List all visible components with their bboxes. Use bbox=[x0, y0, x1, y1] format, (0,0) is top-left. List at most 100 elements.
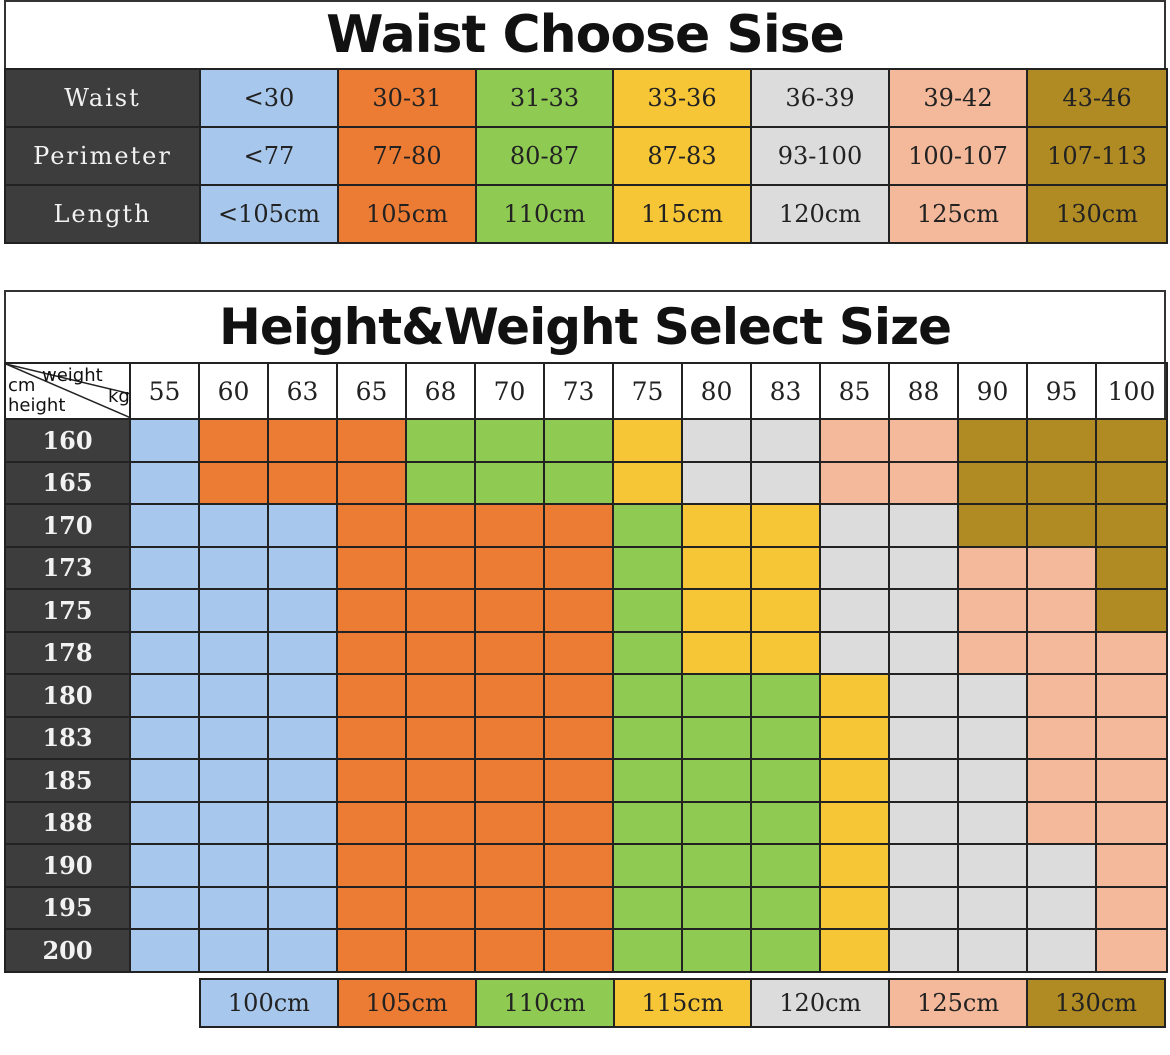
height-row: 178 bbox=[4, 630, 1168, 675]
legend-length-cell: 110cm bbox=[474, 978, 615, 1028]
size-color-cell bbox=[405, 843, 476, 888]
size-color-cell bbox=[819, 715, 890, 760]
size-color-cell bbox=[336, 715, 407, 760]
size-color-cell bbox=[129, 588, 200, 633]
legend-length-cell: 120cm bbox=[750, 978, 891, 1028]
waist-size-cell: 100-107 bbox=[888, 126, 1028, 186]
weight-column-header: 90 bbox=[957, 362, 1028, 420]
size-color-cell bbox=[1026, 800, 1097, 845]
waist-size-cell: 31-33 bbox=[475, 68, 614, 128]
corner-weight-label: weight bbox=[42, 365, 103, 386]
size-color-cell bbox=[888, 460, 959, 505]
size-color-cell bbox=[612, 460, 683, 505]
size-color-cell bbox=[336, 588, 407, 633]
size-color-cell bbox=[750, 758, 821, 803]
weight-column-header: 60 bbox=[198, 362, 269, 420]
size-color-cell bbox=[819, 843, 890, 888]
size-color-cell bbox=[750, 460, 821, 505]
size-color-cell bbox=[129, 800, 200, 845]
height-row: 173 bbox=[4, 545, 1168, 590]
size-color-cell bbox=[543, 630, 614, 675]
size-color-cell bbox=[405, 460, 476, 505]
size-color-cell bbox=[888, 928, 959, 973]
size-color-cell bbox=[888, 588, 959, 633]
height-row: 180 bbox=[4, 673, 1168, 718]
waist-size-cell: <30 bbox=[199, 68, 339, 128]
corner-kg-label: kg bbox=[108, 386, 130, 407]
size-color-cell bbox=[888, 418, 959, 463]
size-color-cell bbox=[543, 843, 614, 888]
size-color-cell bbox=[819, 588, 890, 633]
size-color-cell bbox=[612, 588, 683, 633]
height-row-header: 173 bbox=[4, 545, 131, 590]
weight-column-header: 73 bbox=[543, 362, 614, 420]
height-row-header: 180 bbox=[4, 673, 131, 718]
size-color-cell bbox=[750, 715, 821, 760]
legend-length-cell: 125cm bbox=[888, 978, 1029, 1028]
height-row: 195 bbox=[4, 885, 1168, 930]
size-color-cell bbox=[750, 928, 821, 973]
height-row-header: 195 bbox=[4, 885, 131, 930]
size-color-cell bbox=[336, 673, 407, 718]
waist-size-cell: 77-80 bbox=[337, 126, 477, 186]
size-color-cell bbox=[1095, 758, 1168, 803]
waist-size-cell: 43-46 bbox=[1026, 68, 1168, 128]
size-color-cell bbox=[129, 928, 200, 973]
size-color-cell bbox=[336, 418, 407, 463]
size-color-cell bbox=[1026, 545, 1097, 590]
size-color-cell bbox=[267, 588, 338, 633]
size-color-cell bbox=[750, 588, 821, 633]
height-row-header: 183 bbox=[4, 715, 131, 760]
size-color-cell bbox=[681, 545, 752, 590]
size-color-cell bbox=[681, 588, 752, 633]
size-color-cell bbox=[129, 843, 200, 888]
waist-size-cell: 125cm bbox=[888, 184, 1028, 244]
size-color-cell bbox=[888, 758, 959, 803]
size-color-cell bbox=[543, 715, 614, 760]
length-legend: 100cm 105cm 110cm 115cm 120cm 125cm 130cm bbox=[199, 978, 1166, 1028]
size-color-cell bbox=[957, 588, 1028, 633]
size-color-cell bbox=[957, 503, 1028, 548]
size-color-cell bbox=[1026, 673, 1097, 718]
size-color-cell bbox=[1026, 418, 1097, 463]
size-color-cell bbox=[888, 503, 959, 548]
size-color-cell bbox=[405, 503, 476, 548]
size-color-cell bbox=[1026, 460, 1097, 505]
size-color-cell bbox=[198, 503, 269, 548]
size-color-cell bbox=[612, 673, 683, 718]
size-color-cell bbox=[888, 630, 959, 675]
size-color-cell bbox=[612, 630, 683, 675]
size-color-cell bbox=[336, 758, 407, 803]
size-color-cell bbox=[1026, 843, 1097, 888]
size-color-cell bbox=[267, 630, 338, 675]
corner-height-label: height bbox=[8, 395, 66, 416]
size-color-cell bbox=[1095, 588, 1168, 633]
size-color-cell bbox=[957, 630, 1028, 675]
size-color-cell bbox=[681, 758, 752, 803]
height-row-header: 188 bbox=[4, 800, 131, 845]
size-color-cell bbox=[336, 460, 407, 505]
size-color-cell bbox=[819, 885, 890, 930]
size-color-cell bbox=[474, 588, 545, 633]
size-color-cell bbox=[129, 715, 200, 760]
height-row-header: 178 bbox=[4, 630, 131, 675]
height-row: 183 bbox=[4, 715, 1168, 760]
size-color-cell bbox=[474, 758, 545, 803]
waist-table-row: Waist <30 30-31 31-33 33-36 36-39 39-42 43-46 bbox=[4, 68, 1168, 128]
size-color-cell bbox=[405, 545, 476, 590]
size-color-cell bbox=[888, 843, 959, 888]
size-color-cell bbox=[750, 418, 821, 463]
size-color-cell bbox=[1026, 588, 1097, 633]
size-color-cell bbox=[474, 800, 545, 845]
height-row: 200 bbox=[4, 928, 1168, 973]
size-color-cell bbox=[612, 503, 683, 548]
size-color-cell bbox=[405, 588, 476, 633]
size-color-cell bbox=[888, 715, 959, 760]
size-color-cell bbox=[1095, 673, 1168, 718]
size-color-cell bbox=[612, 885, 683, 930]
corner-cell: weight cm kg height bbox=[4, 362, 131, 420]
height-weight-table-title: Height&Weight Select Size bbox=[219, 298, 952, 356]
height-row: 160 bbox=[4, 418, 1168, 463]
size-color-cell bbox=[336, 503, 407, 548]
size-color-cell bbox=[1026, 630, 1097, 675]
